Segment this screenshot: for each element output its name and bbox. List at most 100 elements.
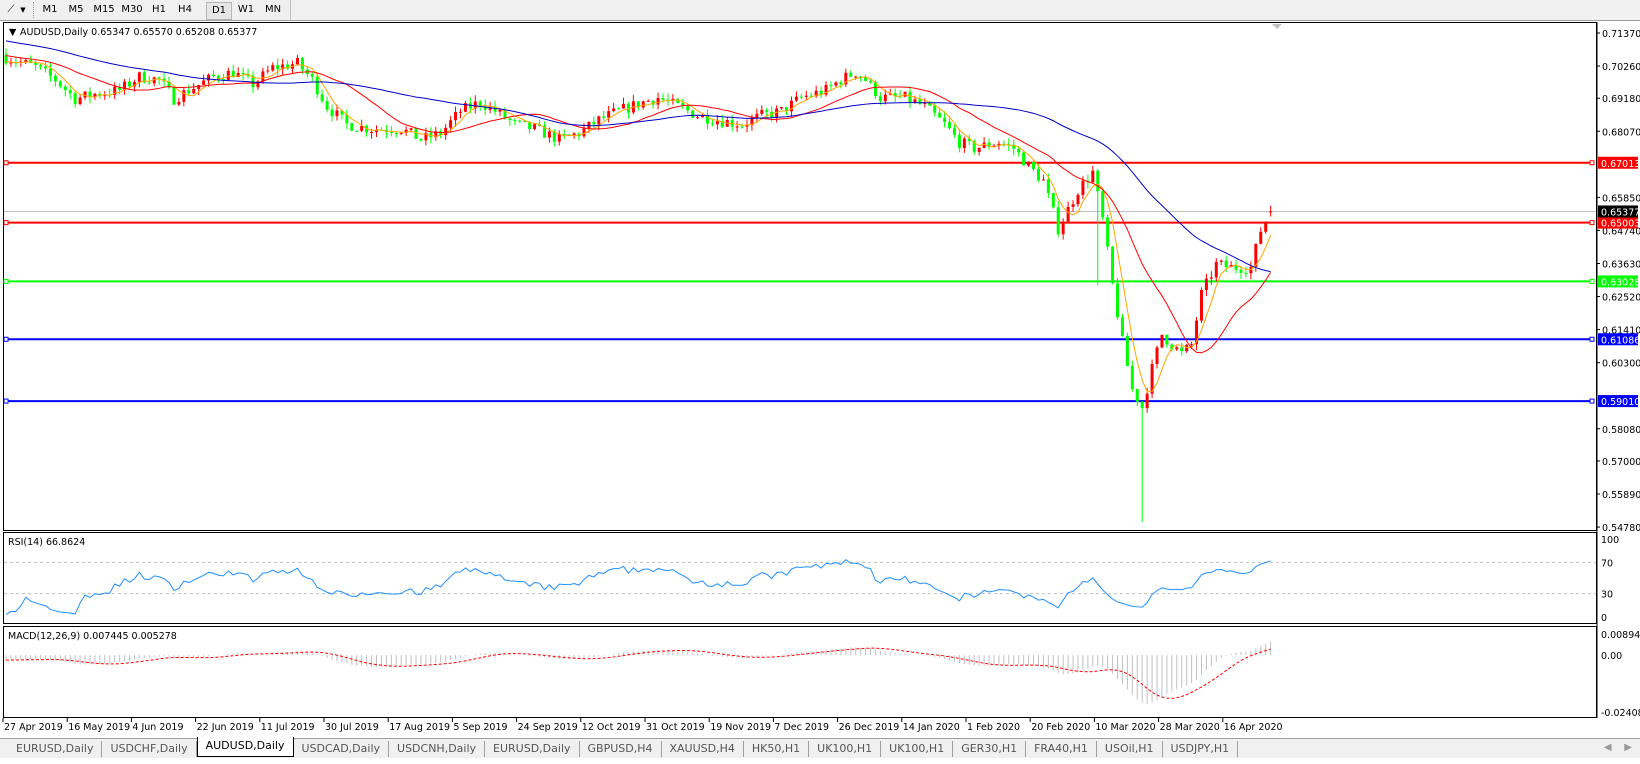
candle-body <box>710 123 714 125</box>
toolbar-grip[interactable] <box>33 2 36 18</box>
line-studies-icon[interactable]: ⟋ <box>7 4 15 15</box>
timeframe-m1[interactable]: M1 <box>42 4 58 15</box>
date-tick-label: 10 Mar 2020 <box>1095 722 1155 733</box>
candle-body <box>513 120 517 122</box>
candle-body <box>1160 334 1164 348</box>
candle-body <box>1234 265 1238 270</box>
tab-xauusd-h4[interactable]: XAUUSD,H4 <box>662 740 744 757</box>
candle-body <box>1111 246 1115 284</box>
candle-body <box>533 124 537 129</box>
candle-body <box>439 131 443 136</box>
level-handle-icon[interactable] <box>3 398 9 404</box>
timeframe-h1[interactable]: H1 <box>152 4 166 15</box>
level-handle-icon[interactable] <box>3 336 9 342</box>
candle-body <box>389 132 393 134</box>
candle-body <box>192 88 196 94</box>
candle-body <box>1219 260 1223 262</box>
candle-body <box>335 110 339 117</box>
candle-body <box>216 75 220 79</box>
ma-slow-line <box>5 40 1271 273</box>
tab-usdjpy-h1[interactable]: USDJPY,H1 <box>1163 740 1239 757</box>
level-handle-icon[interactable] <box>3 278 9 284</box>
candle-body <box>799 96 803 98</box>
level-handle-icon[interactable] <box>3 160 9 166</box>
candle-body <box>251 75 255 88</box>
tab-scroll-arrows[interactable]: ◀ ▶ <box>1604 742 1632 753</box>
candle-body <box>597 116 601 125</box>
tab-gbpusd-h4[interactable]: GBPUSD,H4 <box>580 740 662 757</box>
level-price-tag: 0.59010 <box>1601 397 1640 408</box>
candle-body <box>1140 401 1144 409</box>
candle-body <box>913 99 917 103</box>
date-tick-label: 4 Jun 2019 <box>132 722 183 733</box>
timeframe-h4[interactable]: H4 <box>178 4 192 15</box>
candle-body <box>300 58 304 70</box>
tab-usdcnh-daily[interactable]: USDCNH,Daily <box>389 740 486 757</box>
level-price-tag-bg <box>1598 156 1638 169</box>
collapse-arrow-icon[interactable]: ▼ <box>9 27 17 38</box>
candle-body <box>1022 152 1026 166</box>
candle-body <box>1096 170 1100 192</box>
candle-body <box>1175 347 1179 350</box>
candle-body <box>434 131 438 138</box>
scroll-left-icon[interactable]: ◀ <box>1603 742 1612 753</box>
candle-body <box>1204 278 1208 290</box>
candle-body <box>518 120 522 122</box>
tab-usoil-h1[interactable]: USOil,H1 <box>1097 740 1163 757</box>
candle-body <box>231 70 235 77</box>
candle-body <box>182 90 186 102</box>
candle-body <box>177 101 181 105</box>
candle-body <box>137 72 141 83</box>
candle-body <box>982 142 986 148</box>
level-handle-icon[interactable] <box>1589 220 1595 226</box>
date-tick-label: 7 Dec 2019 <box>774 722 829 733</box>
candle-body <box>58 81 62 87</box>
tab-hk50-h1[interactable]: HK50,H1 <box>744 740 810 757</box>
candle-body <box>88 91 92 98</box>
shift-marker-icon[interactable] <box>1272 24 1282 29</box>
tab-usdchf-daily[interactable]: USDCHF,Daily <box>102 740 197 757</box>
level-handle-icon[interactable] <box>1589 336 1595 342</box>
timeframe-d1[interactable]: D1 <box>206 2 232 20</box>
candle-body <box>1017 148 1021 153</box>
timeframe-w1[interactable]: W1 <box>237 4 255 15</box>
level-handle-icon[interactable] <box>1589 278 1595 284</box>
level-handle-icon[interactable] <box>1589 160 1595 166</box>
candle-body <box>1106 217 1110 247</box>
candle-body <box>1046 179 1050 194</box>
tab-audusd-daily[interactable]: AUDUSD,Daily <box>196 737 294 757</box>
timeframe-m30[interactable]: M30 <box>121 4 143 15</box>
rsi-panel-border <box>3 532 1597 624</box>
candle-body <box>286 64 290 69</box>
candle-body <box>952 128 956 135</box>
candle-body <box>636 101 640 108</box>
candle-body <box>261 71 265 82</box>
level-price-tag: 0.61086 <box>1601 335 1640 346</box>
candle-body <box>113 86 117 95</box>
tab-eurusd-daily[interactable]: EURUSD,Daily <box>485 740 580 757</box>
candle-body <box>157 77 161 79</box>
candle-body <box>750 117 754 126</box>
candle-body <box>745 125 749 127</box>
tab-usdcad-daily[interactable]: USDCAD,Daily <box>294 740 390 757</box>
tab-ger30-h1[interactable]: GER30,H1 <box>953 740 1027 757</box>
candle-body <box>943 117 947 122</box>
level-handle-icon[interactable] <box>1589 398 1595 404</box>
candle-body <box>458 111 462 113</box>
candle-body <box>1254 243 1258 267</box>
tab-fra40-h1[interactable]: FRA40,H1 <box>1026 740 1097 757</box>
candle-body <box>404 129 408 133</box>
scroll-right-icon[interactable]: ▶ <box>1624 742 1632 753</box>
chart-window[interactable]: 0.71370 0.70260 0.69180 0.68070 0.65850 0.647… <box>0 21 1640 737</box>
tab-uk100-h1[interactable]: UK100,H1 <box>881 740 954 757</box>
candle-body <box>1076 194 1080 205</box>
tab-eurusd-daily[interactable]: EURUSD,Daily <box>8 740 103 757</box>
timeframe-m5[interactable]: M5 <box>68 4 84 15</box>
candle-body <box>715 121 719 125</box>
level-handle-icon[interactable] <box>3 220 9 226</box>
timeframe-mn[interactable]: MN <box>264 4 282 15</box>
tab-uk100-h1[interactable]: UK100,H1 <box>809 740 882 757</box>
current-price-tag-bg <box>1598 205 1638 218</box>
dropdown-arrow-icon[interactable]: ▼ <box>20 6 26 14</box>
timeframe-m15[interactable]: M15 <box>93 4 115 15</box>
